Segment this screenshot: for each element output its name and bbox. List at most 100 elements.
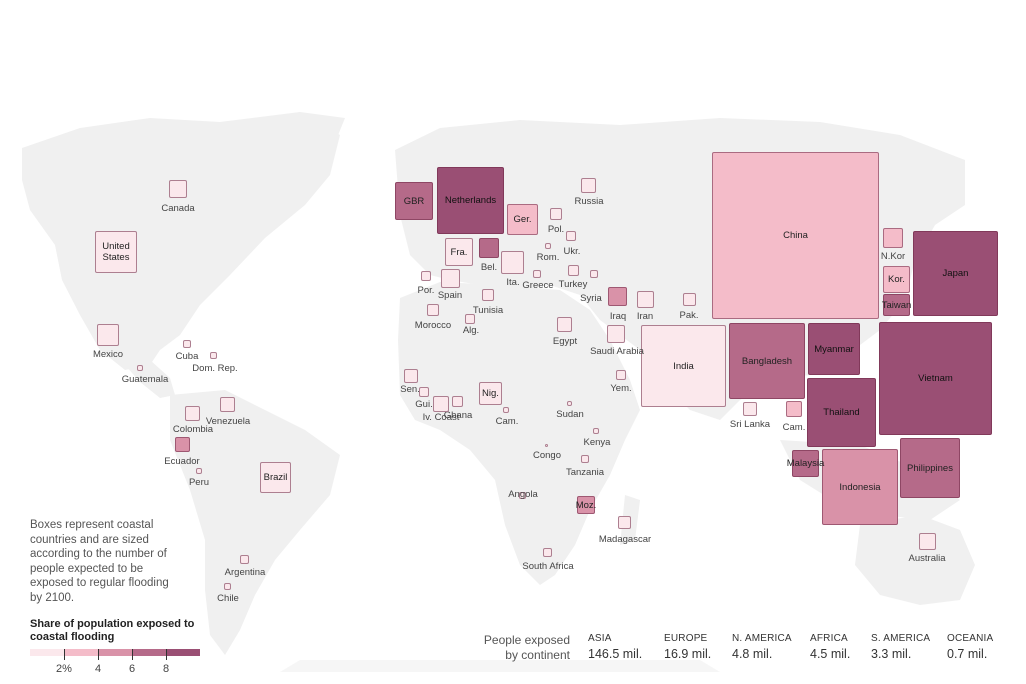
country-box[interactable]: [419, 387, 429, 397]
scale-swatch-2: [64, 649, 98, 656]
country-label: Cuba: [175, 351, 199, 362]
scale-tick-label: 8: [162, 663, 170, 675]
country-label: Pak.: [679, 310, 699, 321]
country-box[interactable]: [607, 325, 625, 343]
scale-tick: [166, 649, 167, 660]
country-box[interactable]: [137, 365, 143, 371]
country-box[interactable]: [581, 178, 596, 193]
country-label: Ghana: [443, 410, 473, 421]
country-box[interactable]: [175, 437, 190, 452]
country-box[interactable]: [437, 167, 504, 234]
country-label: Turkey: [558, 279, 588, 290]
scale-swatch-4: [132, 649, 166, 656]
country-box[interactable]: [618, 516, 631, 529]
country-box[interactable]: [441, 269, 460, 288]
country-box[interactable]: [641, 325, 726, 407]
country-box[interactable]: [792, 450, 819, 477]
country-label: Saudi Arabia: [590, 346, 644, 357]
country-box[interactable]: [712, 152, 879, 319]
country-box[interactable]: [533, 270, 541, 278]
country-box[interactable]: [568, 265, 579, 276]
scale-swatch-3: [98, 649, 132, 656]
country-box[interactable]: [185, 406, 200, 421]
country-label: Bel.: [480, 262, 498, 273]
country-box[interactable]: [608, 287, 627, 306]
country-box[interactable]: [577, 496, 595, 514]
country-label: Alg.: [462, 325, 480, 336]
country-label: N.Kor: [880, 251, 906, 262]
country-box[interactable]: [260, 462, 291, 493]
country-label: Argentina: [224, 567, 266, 578]
country-box[interactable]: [808, 323, 860, 375]
country-box[interactable]: [913, 231, 998, 316]
country-label: Morocco: [414, 320, 452, 331]
country-box[interactable]: [196, 468, 202, 474]
country-box[interactable]: [183, 340, 191, 348]
country-box[interactable]: [590, 270, 598, 278]
country-box[interactable]: [729, 323, 805, 399]
country-box[interactable]: [169, 180, 187, 198]
country-label: Cam.: [782, 422, 806, 433]
country-box[interactable]: [593, 428, 599, 434]
continent-value: 0.7 mil.: [947, 647, 988, 661]
country-box[interactable]: [97, 324, 119, 346]
continent-summary-title: People exposed by continent: [483, 633, 570, 662]
country-box[interactable]: [567, 401, 572, 406]
country-box[interactable]: [566, 231, 576, 241]
country-box[interactable]: [743, 402, 757, 416]
continent-value: 16.9 mil.: [664, 647, 712, 661]
country-label: Kenya: [583, 437, 611, 448]
country-box[interactable]: [452, 396, 463, 407]
country-box[interactable]: [482, 289, 494, 301]
country-box[interactable]: [95, 231, 137, 273]
country-label: Canada: [161, 203, 195, 214]
country-box[interactable]: [220, 397, 235, 412]
country-box[interactable]: [427, 304, 439, 316]
country-label: Australia: [908, 553, 946, 564]
country-box[interactable]: [786, 401, 802, 417]
country-box[interactable]: [883, 294, 910, 316]
country-box[interactable]: [433, 396, 449, 412]
country-box[interactable]: [822, 449, 898, 525]
country-box[interactable]: [404, 369, 418, 383]
country-box[interactable]: [637, 291, 654, 308]
country-box[interactable]: [240, 555, 249, 564]
country-box[interactable]: [479, 382, 502, 405]
country-box[interactable]: [807, 378, 876, 447]
country-box[interactable]: [919, 533, 936, 550]
country-box[interactable]: [445, 238, 473, 266]
country-box[interactable]: [879, 322, 992, 435]
country-box[interactable]: [507, 204, 538, 235]
country-label: Por.: [417, 285, 435, 296]
country-box[interactable]: [479, 238, 499, 258]
country-label: Chile: [217, 593, 239, 604]
country-box[interactable]: [224, 583, 231, 590]
country-box[interactable]: [683, 293, 696, 306]
country-label: Congo: [533, 450, 561, 461]
country-label: Mexico: [92, 349, 124, 360]
country-box[interactable]: [883, 266, 910, 293]
country-box[interactable]: [465, 314, 475, 324]
country-box[interactable]: [581, 455, 589, 463]
country-label: Russia: [574, 196, 604, 207]
country-box[interactable]: [421, 271, 431, 281]
country-box[interactable]: [883, 228, 903, 248]
country-box[interactable]: [501, 251, 524, 274]
country-box[interactable]: [543, 548, 552, 557]
country-box[interactable]: [519, 492, 526, 499]
country-box[interactable]: [210, 352, 217, 359]
country-box[interactable]: [900, 438, 960, 498]
scale-swatch-5: [166, 649, 200, 656]
country-label: Spain: [437, 290, 463, 301]
continent-name: OCEANIA: [947, 633, 994, 644]
country-box[interactable]: [395, 182, 433, 220]
country-box[interactable]: [545, 243, 551, 249]
country-box[interactable]: [557, 317, 572, 332]
country-label: Guatemala: [121, 374, 169, 385]
country-box[interactable]: [616, 370, 626, 380]
country-box[interactable]: [503, 407, 509, 413]
country-label: Ukr.: [563, 246, 581, 257]
country-box[interactable]: [550, 208, 562, 220]
country-box[interactable]: [545, 444, 548, 447]
scale-tick: [64, 649, 65, 660]
